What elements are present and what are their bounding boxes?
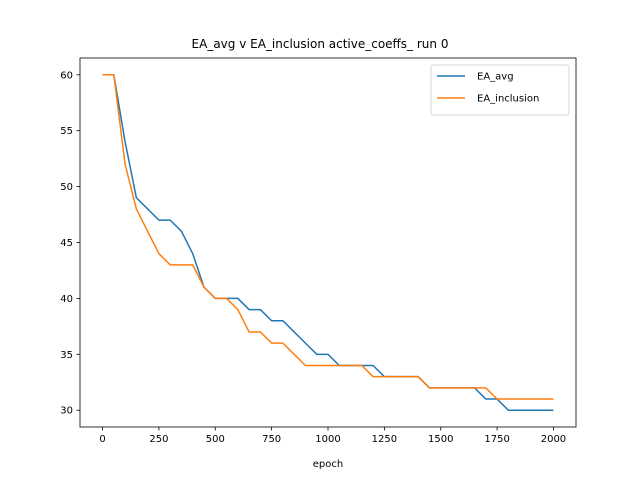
plot-lines	[102, 74, 554, 411]
x-tick-label: 500	[206, 434, 225, 445]
x-tick-label: 2000	[541, 434, 566, 445]
y-tick-label: 55	[60, 126, 73, 137]
y-axis-ticks: 30 35 40 45 50 55 60	[60, 70, 80, 417]
x-tick-label: 1000	[315, 434, 340, 445]
x-tick-label: 1750	[484, 434, 509, 445]
series-line-ea-inclusion	[102, 74, 554, 400]
legend-box	[430, 64, 570, 116]
y-tick-label: 50	[60, 182, 73, 193]
x-tick-label: 1250	[372, 434, 397, 445]
legend: EA_avg EA_inclusion	[430, 64, 570, 116]
legend-label: EA_avg	[477, 72, 514, 83]
x-tick-label: 1500	[428, 434, 453, 445]
x-tick-label: 0	[99, 434, 105, 445]
series-line-ea-avg	[102, 74, 554, 411]
legend-label: EA_inclusion	[477, 94, 539, 105]
x-tick-label: 250	[149, 434, 168, 445]
y-tick-label: 45	[60, 238, 73, 249]
x-tick-label: 750	[262, 434, 281, 445]
x-axis-ticks: 0 250 500 750 1000 1250 1500 1750 2000	[99, 427, 566, 445]
x-axis-label: epoch	[313, 459, 343, 470]
y-tick-label: 35	[60, 350, 73, 361]
y-tick-label: 30	[60, 406, 73, 417]
y-tick-label: 40	[60, 294, 73, 305]
chart-title: EA_avg v EA_inclusion active_coeffs_ run…	[192, 37, 449, 51]
y-tick-label: 60	[60, 70, 73, 81]
